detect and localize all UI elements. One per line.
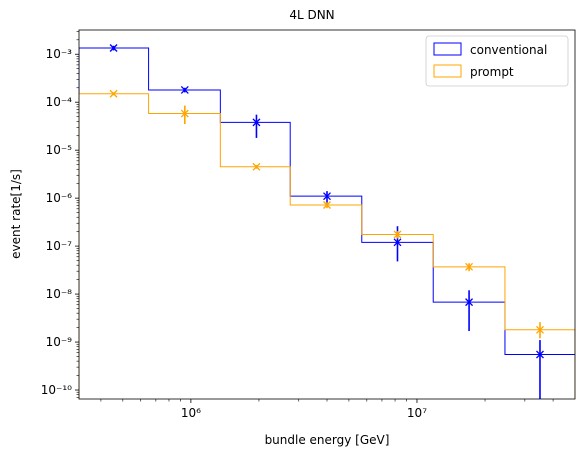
- series-conventional-step: [79, 48, 575, 399]
- y-tick-label: 10⁻⁹: [46, 335, 73, 349]
- y-axis: 10⁻¹⁰ 10⁻⁹ 10⁻⁸ 10⁻⁷ 10⁻⁶ 10⁻⁵ 10⁻⁴ 10⁻³: [41, 31, 79, 397]
- chart-title: 4L DNN: [289, 8, 334, 22]
- x-tick-label: 10⁷: [407, 406, 427, 420]
- x-axis-label: bundle energy [GeV]: [265, 433, 390, 447]
- x-tick-label: 10⁶: [181, 406, 201, 420]
- y-tick-label: 10⁻³: [46, 47, 73, 61]
- y-tick-label: 10⁻⁸: [46, 287, 73, 301]
- series-prompt-step: [79, 94, 575, 399]
- legend-label-prompt: prompt: [470, 65, 514, 79]
- y-tick-label: 10⁻⁷: [46, 239, 73, 253]
- y-tick-label: 10⁻⁶: [46, 191, 73, 205]
- y-tick-label: 10⁻⁵: [46, 143, 73, 157]
- y-tick-label: 10⁻¹⁰: [41, 383, 72, 397]
- y-axis-label: event rate[1/s]: [9, 169, 23, 259]
- y-tick-label: 10⁻⁴: [46, 95, 73, 109]
- legend: conventional prompt: [426, 36, 568, 86]
- x-axis: 10⁶ 10⁷: [101, 399, 553, 420]
- plot-area: [79, 44, 575, 399]
- legend-label-conventional: conventional: [470, 43, 547, 57]
